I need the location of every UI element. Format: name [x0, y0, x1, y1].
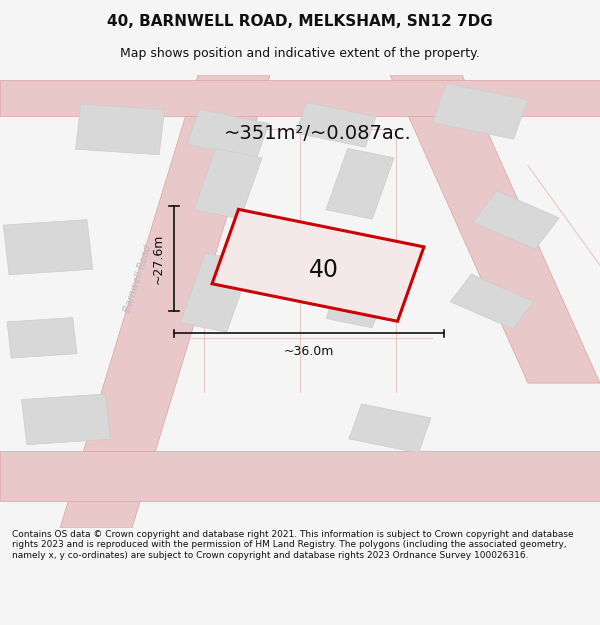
Polygon shape — [181, 253, 251, 332]
Polygon shape — [60, 75, 270, 528]
Polygon shape — [212, 209, 424, 321]
Polygon shape — [76, 104, 164, 155]
Polygon shape — [22, 394, 110, 445]
Polygon shape — [349, 404, 431, 453]
Text: ~27.6m: ~27.6m — [152, 233, 165, 284]
Polygon shape — [473, 191, 559, 249]
Text: Barnwell Road: Barnwell Road — [122, 244, 154, 314]
Polygon shape — [0, 79, 600, 116]
Polygon shape — [187, 109, 269, 159]
Polygon shape — [3, 219, 93, 275]
Polygon shape — [390, 75, 600, 383]
Polygon shape — [326, 257, 394, 328]
Text: ~351m²/~0.087ac.: ~351m²/~0.087ac. — [224, 124, 412, 143]
Polygon shape — [326, 148, 394, 219]
Polygon shape — [433, 83, 527, 139]
Text: Map shows position and indicative extent of the property.: Map shows position and indicative extent… — [120, 48, 480, 61]
Text: ~36.0m: ~36.0m — [284, 344, 334, 357]
Text: 40, BARNWELL ROAD, MELKSHAM, SN12 7DG: 40, BARNWELL ROAD, MELKSHAM, SN12 7DG — [107, 14, 493, 29]
Text: Contains OS data © Crown copyright and database right 2021. This information is : Contains OS data © Crown copyright and d… — [12, 530, 574, 560]
Polygon shape — [296, 102, 376, 148]
Polygon shape — [7, 318, 77, 358]
Text: 40: 40 — [309, 258, 339, 282]
Polygon shape — [194, 148, 262, 219]
Polygon shape — [451, 274, 533, 329]
Polygon shape — [0, 451, 600, 501]
